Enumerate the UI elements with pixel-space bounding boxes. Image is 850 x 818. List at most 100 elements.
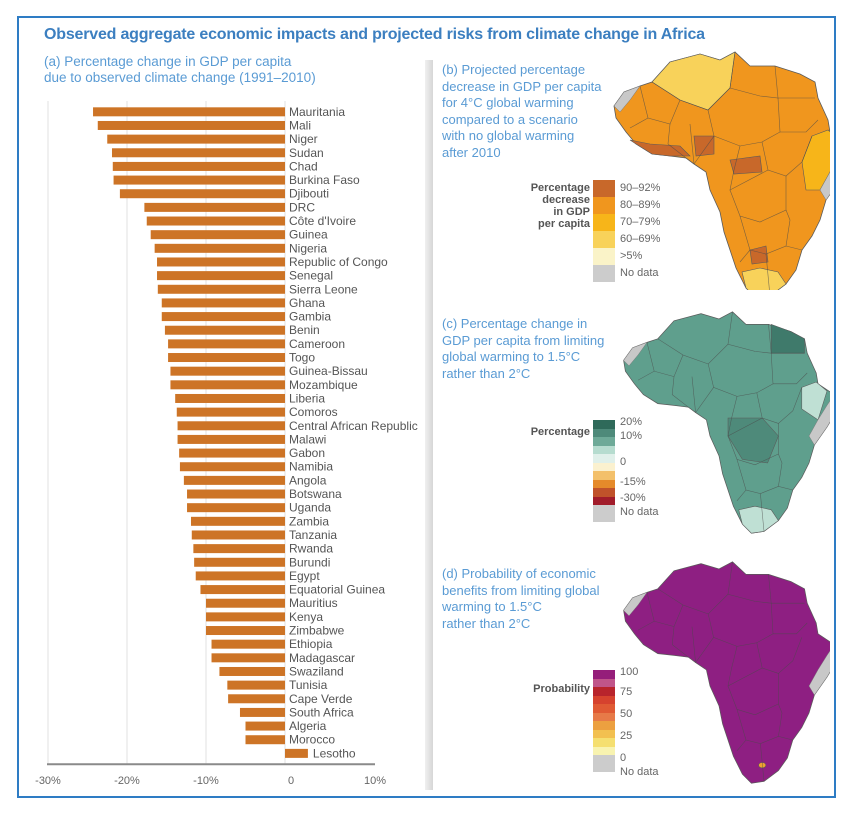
country-border bbox=[727, 673, 779, 716]
category-label: Mauritius bbox=[289, 596, 338, 610]
legend-label: No data bbox=[620, 766, 659, 778]
bar bbox=[187, 489, 285, 499]
bar bbox=[111, 148, 286, 158]
bar bbox=[175, 393, 285, 403]
category-label: Comoros bbox=[289, 405, 338, 419]
bar bbox=[112, 161, 285, 171]
title-line: GDP per capita from limiting bbox=[442, 332, 605, 348]
title-line: for 4°C global warming bbox=[442, 95, 574, 110]
panel-divider bbox=[425, 60, 433, 790]
panel-c-legend-title: Percentage bbox=[530, 426, 590, 438]
country-border bbox=[646, 592, 684, 627]
country-border bbox=[778, 736, 793, 741]
category-label: Nigeria bbox=[289, 241, 327, 255]
bars bbox=[93, 107, 308, 758]
country-border bbox=[727, 423, 779, 466]
region-ethiopia bbox=[801, 381, 828, 421]
category-label: Mauritania bbox=[289, 105, 345, 119]
category-label: Rwanda bbox=[289, 542, 333, 556]
panel-d-title: (d) Probability of economic benefits from… bbox=[442, 566, 600, 632]
country-border bbox=[739, 249, 751, 263]
bar bbox=[195, 571, 285, 581]
country-border bbox=[773, 372, 808, 385]
legend-swatch bbox=[593, 231, 615, 248]
legend-swatch bbox=[593, 746, 615, 755]
bar bbox=[113, 175, 285, 185]
legend-swatch bbox=[593, 248, 615, 265]
legend-swatch bbox=[593, 265, 615, 282]
category-label: Morocco bbox=[289, 733, 335, 747]
bar bbox=[170, 366, 285, 376]
category-label: Namibia bbox=[289, 460, 333, 474]
category-label: Guinea bbox=[289, 228, 328, 242]
legend-swatch bbox=[593, 437, 615, 446]
region-botswana bbox=[749, 245, 769, 265]
panel-a-title-line2: due to observed climate change (1991–201… bbox=[44, 70, 316, 85]
legend-label: >5% bbox=[620, 250, 643, 262]
legend-swatch bbox=[593, 505, 615, 522]
no-data-region bbox=[613, 85, 641, 113]
title-line: per capita bbox=[538, 218, 590, 230]
country-border bbox=[629, 117, 649, 129]
country-border bbox=[729, 65, 779, 99]
category-label: Gambia bbox=[289, 310, 331, 324]
country-border bbox=[637, 620, 655, 631]
bar bbox=[161, 298, 285, 308]
legend-swatch bbox=[593, 454, 615, 463]
country-border bbox=[691, 626, 696, 663]
country-border bbox=[736, 489, 747, 501]
category-label: Liberia bbox=[289, 391, 325, 405]
bar bbox=[119, 189, 285, 199]
country-border bbox=[691, 376, 696, 413]
title-line: (b) Projected percentage bbox=[442, 62, 586, 77]
bar bbox=[157, 257, 285, 267]
legend-swatch bbox=[593, 678, 615, 687]
legend-swatch bbox=[593, 729, 615, 738]
category-label: Algeria bbox=[289, 719, 327, 733]
country-border bbox=[695, 613, 714, 663]
bar bbox=[200, 585, 285, 595]
country-border bbox=[760, 743, 765, 782]
category-label: Lesotho bbox=[313, 746, 356, 760]
country-border bbox=[785, 245, 803, 251]
legend-label: 80–89% bbox=[620, 199, 661, 211]
title-line: after 2010 bbox=[442, 144, 501, 160]
legend-swatch bbox=[593, 496, 615, 505]
category-label: Sudan bbox=[289, 146, 324, 160]
country-border bbox=[637, 370, 655, 381]
country-border bbox=[736, 739, 747, 751]
bar bbox=[183, 475, 285, 485]
title-line: decrease bbox=[542, 194, 590, 206]
panel-b-map bbox=[613, 51, 830, 290]
bar bbox=[157, 284, 285, 294]
category-label: Tanzania bbox=[289, 528, 337, 542]
bar bbox=[97, 120, 286, 130]
country-border bbox=[727, 574, 772, 604]
title-line: global warming to 1.5°C bbox=[442, 349, 581, 364]
bar bbox=[190, 516, 285, 526]
legend-swatch bbox=[593, 479, 615, 488]
legend-label: 75 bbox=[620, 686, 633, 698]
legend-label: 60–69% bbox=[620, 233, 661, 245]
bar bbox=[161, 312, 285, 322]
category-label: Uganda bbox=[289, 501, 331, 515]
bar bbox=[93, 107, 285, 117]
title-line: decrease in GDP per capita bbox=[442, 78, 602, 94]
legend-swatch bbox=[593, 180, 615, 197]
legend-label: -30% bbox=[620, 492, 646, 504]
country-border bbox=[713, 603, 774, 647]
figure-title: Observed aggregate economic impacts and … bbox=[44, 26, 705, 43]
category-label: Côte d'Ivoire bbox=[289, 214, 356, 228]
title-line: rather than 2°C bbox=[442, 365, 531, 381]
no-data-region bbox=[623, 341, 648, 367]
legend-label: 10% bbox=[620, 430, 643, 442]
legend-label: 0 bbox=[620, 752, 627, 764]
panel-a-title-line1: (a) Percentage change in GDP per capita bbox=[44, 54, 292, 69]
legend-label: 50 bbox=[620, 708, 633, 720]
category-label: Gabon bbox=[289, 446, 325, 460]
legend-label: No data bbox=[620, 267, 659, 279]
x-tick-label: 10% bbox=[364, 775, 386, 787]
bar bbox=[193, 544, 285, 554]
country-border bbox=[671, 626, 689, 658]
